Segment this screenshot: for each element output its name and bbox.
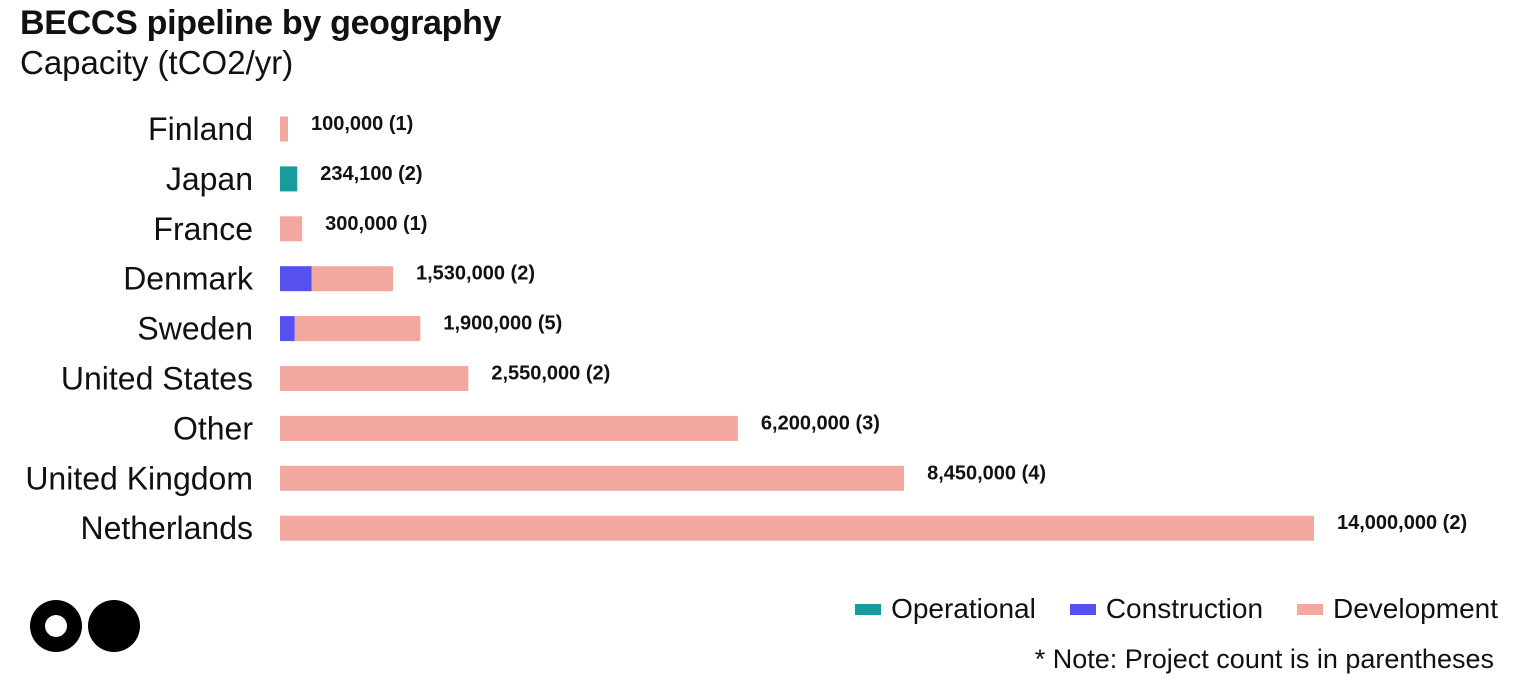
bar-development xyxy=(280,465,905,491)
category-label: France xyxy=(153,211,253,247)
category-label: Finland xyxy=(148,111,253,147)
bar-development xyxy=(280,216,303,242)
note-text: * Note: Project count is in parentheses xyxy=(1034,644,1494,674)
category-label: United States xyxy=(61,361,253,397)
category-label: Japan xyxy=(166,161,253,197)
legend-item-development: Development xyxy=(1297,593,1498,625)
legend-label: Construction xyxy=(1105,593,1264,624)
legend-item-operational: Operational xyxy=(855,593,1036,625)
category-label: Sweden xyxy=(137,311,253,347)
brand-logo xyxy=(30,600,142,652)
category-label: Netherlands xyxy=(80,510,253,546)
bar-construction xyxy=(280,266,312,292)
data-label: 2,550,000 (2) xyxy=(491,363,610,385)
data-label: 8,450,000 (4) xyxy=(927,462,1046,484)
data-label: 100,000 (1) xyxy=(311,113,413,135)
bar-development xyxy=(280,366,469,391)
data-label: 234,100 (2) xyxy=(320,163,422,185)
legend-item-construction: Construction xyxy=(1069,593,1264,625)
legend-swatch xyxy=(855,603,882,615)
data-label: 14,000,000 (2) xyxy=(1337,512,1467,534)
chart-subtitle: Capacity (tCO2/yr) xyxy=(20,44,294,81)
category-label: Denmark xyxy=(123,261,254,297)
bar-development xyxy=(280,515,1314,541)
data-label: 1,530,000 (2) xyxy=(416,263,535,285)
bar-development xyxy=(280,415,738,441)
legend-label: Development xyxy=(1333,593,1498,624)
legend-swatch xyxy=(1297,603,1324,615)
bar-construction xyxy=(280,316,295,342)
category-label: Other xyxy=(173,410,253,446)
category-label: United Kingdom xyxy=(25,460,253,496)
legend-swatch xyxy=(1069,603,1096,615)
data-label: 1,900,000 (5) xyxy=(443,313,562,335)
data-label: 300,000 (1) xyxy=(325,213,427,235)
legend: Operational Construction Development xyxy=(821,593,1498,625)
data-label: 6,200,000 (3) xyxy=(761,412,880,434)
chart-title: BECCS pipeline by geography xyxy=(20,4,502,42)
bar-development xyxy=(294,316,421,342)
bar-operational xyxy=(280,166,298,192)
legend-label: Operational xyxy=(891,593,1036,624)
bar-development xyxy=(311,266,394,292)
bar-development xyxy=(280,116,288,142)
